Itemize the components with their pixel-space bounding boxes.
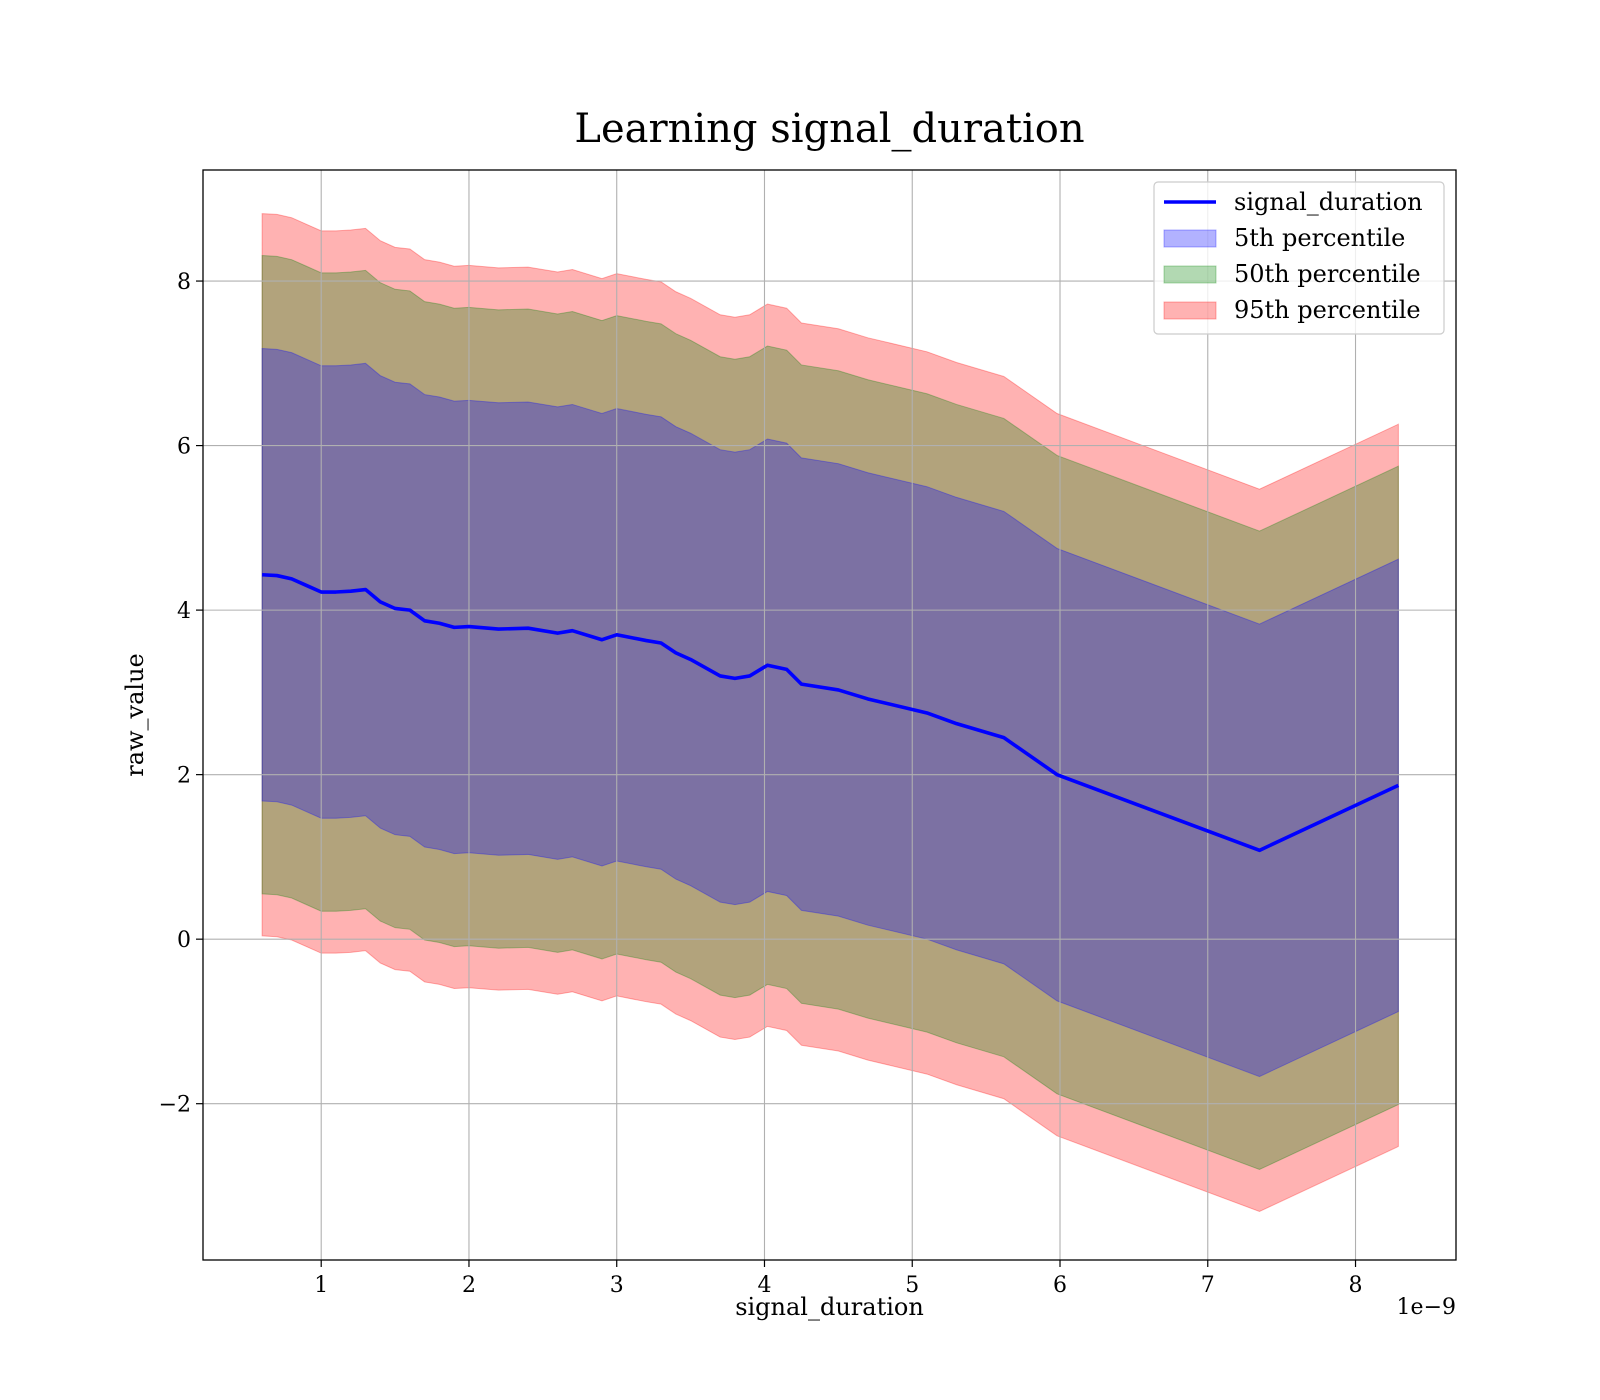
y-tick-label: 2: [177, 764, 191, 789]
plot-frame: [202, 169, 1457, 1261]
y-axis-ticks: −2 0 2 4 6 8: [159, 270, 203, 1118]
grid-lines: [203, 170, 1456, 1260]
x-tick-label: 3: [610, 1273, 624, 1298]
series-lines: [262, 572, 1400, 853]
band-95th-percentile: [261, 213, 1399, 1213]
y-tick-label: 8: [177, 270, 191, 295]
percentile-bands: [261, 213, 1399, 1213]
legend-label: 50th percentile: [1234, 260, 1421, 288]
legend-label: 95th percentile: [1234, 296, 1421, 324]
legend-swatch-band: [1163, 265, 1217, 284]
x-axis-offset-label: 1e−9: [1397, 1295, 1456, 1320]
legend-label: 5th percentile: [1234, 224, 1405, 252]
band-5th-percentile: [261, 347, 1399, 1078]
x-tick-label: 7: [1201, 1273, 1215, 1298]
x-axis-ticks: 1 2 3 4 5 6 7 8: [314, 1260, 1363, 1298]
series-line-signal-duration: [262, 572, 1400, 853]
x-tick-label: 1: [314, 1273, 328, 1298]
band-50th-percentile: [261, 255, 1399, 1171]
x-tick-label: 2: [462, 1273, 476, 1298]
x-tick-label: 6: [1053, 1273, 1067, 1298]
x-tick-label: 4: [757, 1273, 771, 1298]
y-tick-label: −2: [159, 1093, 191, 1118]
y-tick-label: 0: [177, 928, 191, 953]
legend: signal_duration 5th percentile 50th percen…: [1153, 181, 1445, 335]
legend-box: [1153, 181, 1445, 335]
x-axis-label: signal_duration: [735, 1293, 924, 1321]
y-tick-label: 6: [177, 435, 191, 460]
legend-swatch-band: [1163, 301, 1217, 320]
x-tick-label: 5: [905, 1273, 919, 1298]
y-axis-label: raw_value: [121, 653, 149, 777]
y-tick-label: 4: [177, 599, 191, 624]
legend-swatch-band: [1163, 229, 1217, 248]
legend-label: signal_duration: [1234, 188, 1423, 216]
chart-title: Learning signal_duration: [574, 106, 1084, 152]
x-tick-label: 8: [1349, 1273, 1363, 1298]
